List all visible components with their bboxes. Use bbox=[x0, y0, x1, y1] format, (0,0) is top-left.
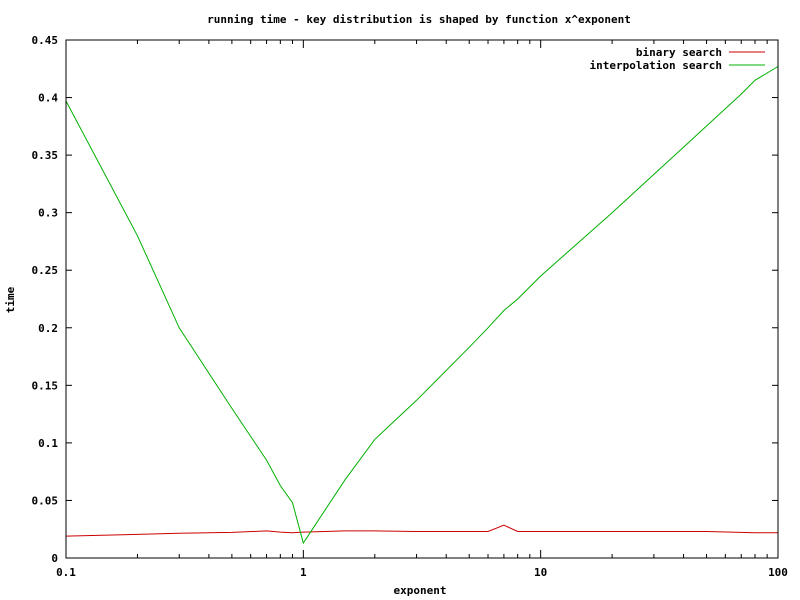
y-tick-label: 0.4 bbox=[38, 92, 58, 105]
x-axis-label: exponent bbox=[394, 584, 447, 597]
y-tick-label: 0.45 bbox=[32, 34, 59, 47]
series-line-interpolation-search bbox=[65, 66, 779, 545]
axis-ticks: 0 0.05 0.1 0.15 0.2 0.25 0.3 0.35 0.4 0.45 0.1 1 10 1… bbox=[32, 34, 788, 579]
y-tick-label: 0.3 bbox=[38, 207, 58, 220]
x-tick-label: 1 bbox=[300, 566, 307, 579]
legend-label: interpolation search bbox=[590, 59, 722, 72]
legend-label: binary search bbox=[636, 46, 722, 59]
series-line-binary-search bbox=[65, 524, 778, 537]
x-tick-label: 10 bbox=[534, 566, 547, 579]
chart-title: running time - key distribution is shape… bbox=[207, 13, 631, 26]
y-tick-label: 0.35 bbox=[32, 149, 59, 162]
y-tick-label: 0.1 bbox=[38, 437, 58, 450]
y-tick-label: 0.15 bbox=[32, 379, 59, 392]
y-axis-label: time bbox=[4, 286, 17, 313]
y-tick-label: 0.2 bbox=[38, 322, 58, 335]
x-tick-label: 0.1 bbox=[56, 566, 76, 579]
x-tick-label: 100 bbox=[768, 566, 788, 579]
plot-frame bbox=[65, 39, 779, 559]
y-tick-label: 0.25 bbox=[32, 264, 59, 277]
y-tick-label: 0 bbox=[51, 552, 58, 565]
series-layer bbox=[65, 66, 779, 545]
y-tick-label: 0.05 bbox=[32, 494, 59, 507]
